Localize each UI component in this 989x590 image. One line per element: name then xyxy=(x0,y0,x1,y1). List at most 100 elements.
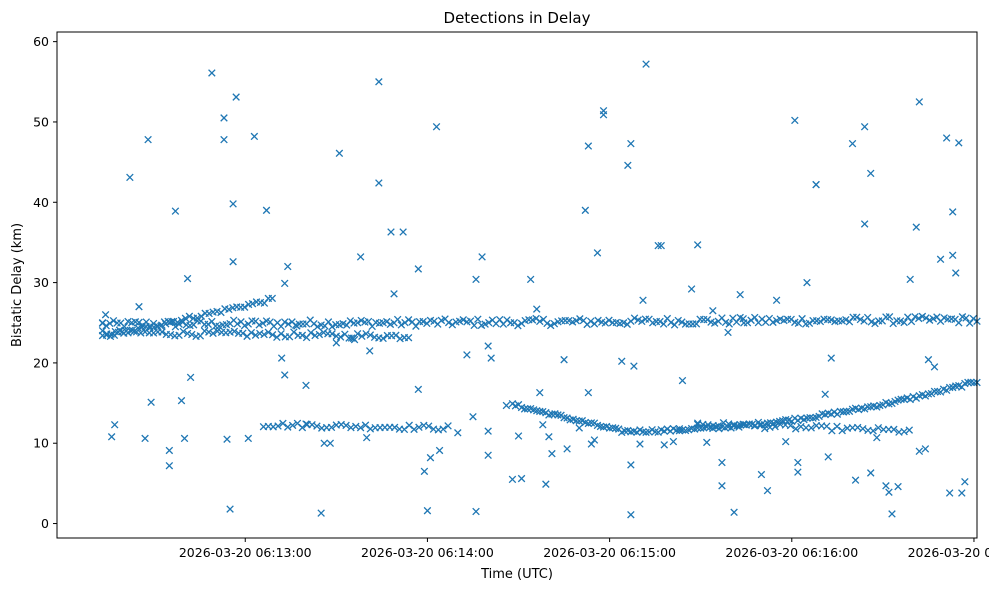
detection-point xyxy=(922,314,930,322)
detection-point xyxy=(536,388,544,397)
detection-point xyxy=(905,426,914,434)
y-axis-label: Bistatic Delay (km) xyxy=(10,223,25,347)
detection-point xyxy=(171,323,180,331)
detection-point xyxy=(132,328,141,336)
detection-point xyxy=(914,314,923,323)
detection-point xyxy=(197,312,205,321)
detection-point xyxy=(387,228,395,236)
detection-point xyxy=(161,320,170,328)
y-tick-label: 40 xyxy=(33,195,49,210)
detection-point xyxy=(816,317,825,326)
detection-point xyxy=(186,373,195,382)
detection-point xyxy=(144,135,152,144)
detection-point xyxy=(229,200,237,208)
detection-point xyxy=(165,446,174,455)
detection-point xyxy=(642,60,650,68)
detection-point xyxy=(693,419,702,427)
detection-point xyxy=(474,315,482,323)
detection-point xyxy=(107,433,116,441)
detection-point xyxy=(302,420,310,428)
detection-point xyxy=(435,446,444,455)
y-tick-label: 50 xyxy=(33,114,49,129)
detection-point xyxy=(179,327,188,336)
detection-point xyxy=(842,315,850,324)
detection-point xyxy=(414,265,423,273)
x-tick-label: 2026-03-20 06:14:00 xyxy=(361,545,494,560)
detection-point xyxy=(107,330,115,338)
detection-point xyxy=(786,421,795,430)
detection-point xyxy=(930,387,939,396)
detection-point xyxy=(279,419,287,428)
detection-point xyxy=(423,506,432,515)
detection-point xyxy=(735,423,743,431)
detection-point xyxy=(166,330,175,339)
detection-point xyxy=(736,290,744,299)
detection-point xyxy=(225,305,233,314)
detection-point xyxy=(907,317,916,326)
detection-point xyxy=(205,309,213,318)
detection-point xyxy=(415,423,423,432)
detection-point xyxy=(636,440,644,448)
detection-point xyxy=(392,331,400,340)
detection-point xyxy=(432,123,441,131)
detection-point xyxy=(250,132,259,141)
detection-point xyxy=(420,467,429,476)
detection-point xyxy=(514,432,523,440)
detection-point xyxy=(807,424,815,432)
detection-point xyxy=(469,412,477,421)
detection-point xyxy=(794,468,802,476)
detection-point xyxy=(404,316,413,324)
detection-point xyxy=(268,331,277,339)
detection-point xyxy=(262,206,271,215)
detection-point xyxy=(274,422,282,430)
detection-point xyxy=(627,510,635,519)
detection-point xyxy=(536,317,544,326)
detection-point xyxy=(327,423,336,432)
detection-point xyxy=(675,425,684,433)
y-tick-label: 20 xyxy=(33,355,49,370)
detection-point xyxy=(955,139,963,147)
detection-point xyxy=(911,312,919,321)
detection-point xyxy=(873,433,881,442)
detection-point xyxy=(812,180,820,189)
detection-point xyxy=(180,434,189,443)
detection-point xyxy=(193,314,202,322)
detection-point xyxy=(709,306,717,315)
detection-point xyxy=(805,319,814,328)
detection-point xyxy=(871,319,879,328)
detection-point xyxy=(860,123,869,131)
detection-point xyxy=(410,425,418,434)
detection-point xyxy=(208,69,216,77)
detection-point xyxy=(472,507,480,516)
detection-point xyxy=(128,326,137,334)
detection-point xyxy=(587,440,596,448)
detection-point xyxy=(894,482,902,491)
detection-point xyxy=(358,332,366,340)
detection-point xyxy=(362,330,370,338)
detection-point xyxy=(821,390,829,398)
x-tick-label: 2026-03-20 06:17:00 xyxy=(908,545,989,560)
detection-point xyxy=(543,319,551,328)
detection-point xyxy=(106,319,114,328)
detection-point xyxy=(945,383,954,392)
detection-point xyxy=(111,327,120,336)
detection-point xyxy=(798,314,806,323)
detection-point xyxy=(120,322,129,331)
detection-point xyxy=(942,134,951,142)
detection-point xyxy=(98,326,107,335)
detection-point xyxy=(382,317,391,326)
detection-point xyxy=(165,461,174,470)
detection-point xyxy=(220,114,228,122)
detection-point xyxy=(791,425,800,433)
detection-point xyxy=(860,220,869,228)
detection-point xyxy=(277,329,285,338)
plot-frame xyxy=(56,31,978,539)
detection-point xyxy=(718,458,726,467)
y-tick-label: 60 xyxy=(33,34,49,49)
detection-point xyxy=(575,417,584,425)
detection-point xyxy=(948,251,957,260)
detection-point xyxy=(642,428,650,437)
detection-point xyxy=(763,486,772,495)
detection-point xyxy=(545,433,553,441)
detection-point xyxy=(548,410,556,418)
